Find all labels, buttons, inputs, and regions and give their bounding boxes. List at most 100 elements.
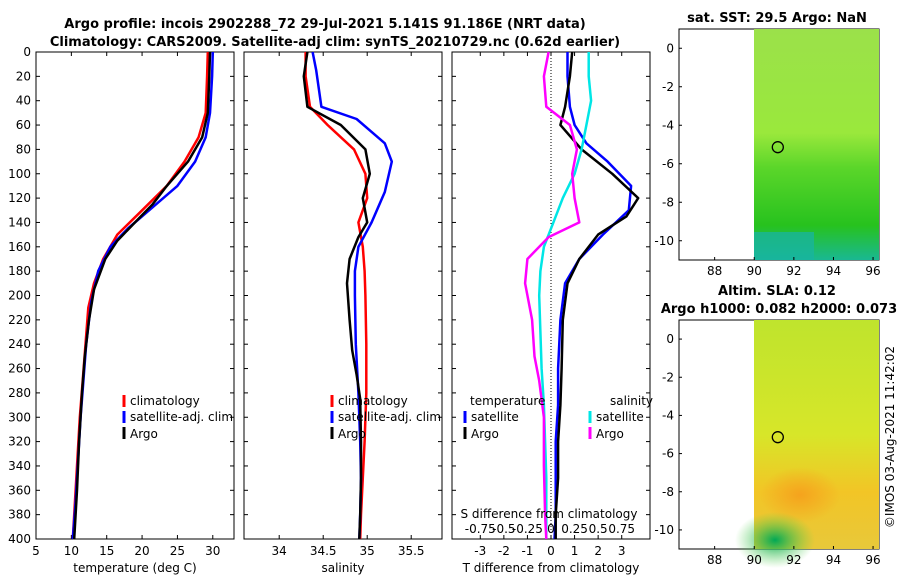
s-difference-label: S difference from climatology	[461, 507, 638, 521]
legend-label-climatology: climatology	[130, 394, 200, 408]
x-tick-label: 30	[205, 544, 220, 558]
depth-tick-label: 340	[8, 459, 31, 473]
map-lat-label: -2	[662, 80, 674, 94]
map-lon-label: 88	[707, 553, 722, 567]
legend-label-satellite: satellite-adj. clim	[338, 410, 441, 424]
sst-cool-patch	[754, 232, 814, 260]
depth-tick-label: 400	[8, 532, 31, 546]
figure-title-line2: Climatology: CARS2009. Satellite-adj cli…	[50, 35, 620, 50]
series-s-diff-satellite	[537, 52, 593, 539]
x-tick-label: 3	[618, 544, 626, 558]
depth-tick-label: 20	[16, 69, 31, 83]
legend-title-salinity: salinity	[610, 394, 653, 408]
map-lon-label: 92	[786, 264, 801, 278]
series-argo	[302, 51, 372, 540]
x-tick-label: 34	[272, 544, 287, 558]
timestamp: ©IMOS 03-Aug-2021 11:42:02	[883, 346, 897, 528]
sla-map-subtitle: Argo h1000: 0.082 h2000: 0.073	[661, 302, 897, 317]
depth-tick-label: 0	[23, 45, 31, 59]
salinity-legend: climatology satellite-adj. clim Argo	[330, 394, 441, 441]
map-lon-label: 90	[747, 264, 762, 278]
depth-tick-label: 360	[8, 483, 31, 497]
map-lat-label: -6	[662, 447, 674, 461]
depth-tick-label: 320	[8, 435, 31, 449]
depth-tick-label: 260	[8, 362, 31, 376]
legend-label-t-argo: Argo	[471, 427, 499, 441]
map-lon-label: 96	[865, 264, 880, 278]
map-lat-label: -2	[662, 370, 674, 384]
s-difference-ticklabel: 0	[547, 522, 555, 536]
depth-tick-label: 180	[8, 264, 31, 278]
legend-title-temperature: temperature	[470, 394, 545, 408]
s-difference-ticklabel: 0.75	[608, 522, 635, 536]
map-lat-label: -4	[662, 118, 674, 132]
series-satellite-adj-clim	[311, 51, 394, 540]
map-lon-label: 92	[786, 553, 801, 567]
map-lat-label: -8	[662, 195, 674, 209]
s-difference-ticklabel: -0.5	[492, 522, 515, 536]
x-tick-label: 1	[571, 544, 579, 558]
s-difference-ticklabels: -0.75-0.5-0.25 0 0.25 0.5 0.75	[465, 522, 635, 536]
x-tick-label: 35	[360, 544, 375, 558]
s-difference-ticklabel: 0.25	[561, 522, 588, 536]
x-tick-label: 0	[547, 544, 555, 558]
x-tick-label: 15	[99, 544, 114, 558]
series-t-diff-argo	[554, 51, 640, 539]
sla-map-title: Altim. SLA: 0.12	[718, 284, 836, 299]
map-lat-label: 0	[666, 41, 674, 55]
depth-tick-label: 220	[8, 313, 31, 327]
legend-label-climatology: climatology	[338, 394, 408, 408]
map-lon-label: 90	[747, 553, 762, 567]
depth-tick-label: 80	[16, 142, 31, 156]
map-lat-label: -10	[654, 234, 674, 248]
s-difference-ticklabel: -0.75	[465, 522, 496, 536]
map-lat-label: -10	[654, 523, 674, 537]
legend-label-s-satellite: satellite	[596, 410, 644, 424]
map-lat-label: -8	[662, 485, 674, 499]
x-tick-label: 20	[134, 544, 149, 558]
map-lon-label: 94	[826, 553, 841, 567]
difference-legend: temperature salinity satellite Argo sate…	[463, 394, 653, 441]
sst-map	[678, 28, 880, 261]
map-lon-label: 88	[707, 264, 722, 278]
sla-low-patch	[735, 512, 815, 568]
legend-label-s-argo: Argo	[596, 427, 624, 441]
figure-title-line1: Argo profile: incois 2902288_72 29-Jul-2…	[64, 17, 585, 32]
depth-tick-label: 60	[16, 118, 31, 132]
x-tick-label: 10	[64, 544, 79, 558]
salinity-plot-area: 34 34.5 35 35.5	[272, 51, 425, 558]
x-tick-label: 34.5	[310, 544, 337, 558]
x-tick-label: -2	[498, 544, 510, 558]
s-difference-ticklabel: 0.5	[589, 522, 608, 536]
sla-high-patch	[760, 467, 840, 523]
x-tick-label: 25	[170, 544, 185, 558]
depth-tick-label: 40	[16, 94, 31, 108]
x-tick-label: 2	[594, 544, 602, 558]
map-lat-label: -4	[662, 408, 674, 422]
depth-axis: 0 20 40 60 80 100 120 140 160 180 200 220 240 260 280 3…	[8, 45, 650, 546]
series-climatology	[304, 52, 369, 540]
series-s-diff-argo	[523, 51, 581, 540]
x-tick-label: -1	[521, 544, 533, 558]
depth-tick-label: 300	[8, 410, 31, 424]
temperature-xlabel: temperature (deg C)	[73, 561, 196, 575]
depth-tick-label: 120	[8, 191, 31, 205]
x-tick-label: -3	[474, 544, 486, 558]
legend-label-argo: Argo	[338, 427, 366, 441]
salinity-panel	[243, 51, 443, 540]
series-argo	[72, 51, 212, 540]
depth-tick-label: 140	[8, 215, 31, 229]
temperature-legend: climatology satellite-adj. clim Argo	[122, 394, 233, 441]
map-lon-label: 96	[865, 553, 880, 567]
salinity-xlabel: salinity	[321, 561, 364, 575]
sst-map-title: sat. SST: 29.5 Argo: NaN	[687, 11, 867, 26]
legend-label-satellite: satellite-adj. clim	[130, 410, 233, 424]
depth-tick-label: 280	[8, 386, 31, 400]
sst-field	[754, 29, 879, 260]
x-tick-label: 5	[32, 544, 40, 558]
legend-label-t-satellite: satellite	[471, 410, 519, 424]
map-axes: 88 90 92 94 96 0 -2 -4 -6 -8 -10 88 90 92 94 96 0 -2 -4 -6 -…	[654, 41, 880, 567]
depth-tick-label: 100	[8, 167, 31, 181]
map-lon-label: 94	[826, 264, 841, 278]
